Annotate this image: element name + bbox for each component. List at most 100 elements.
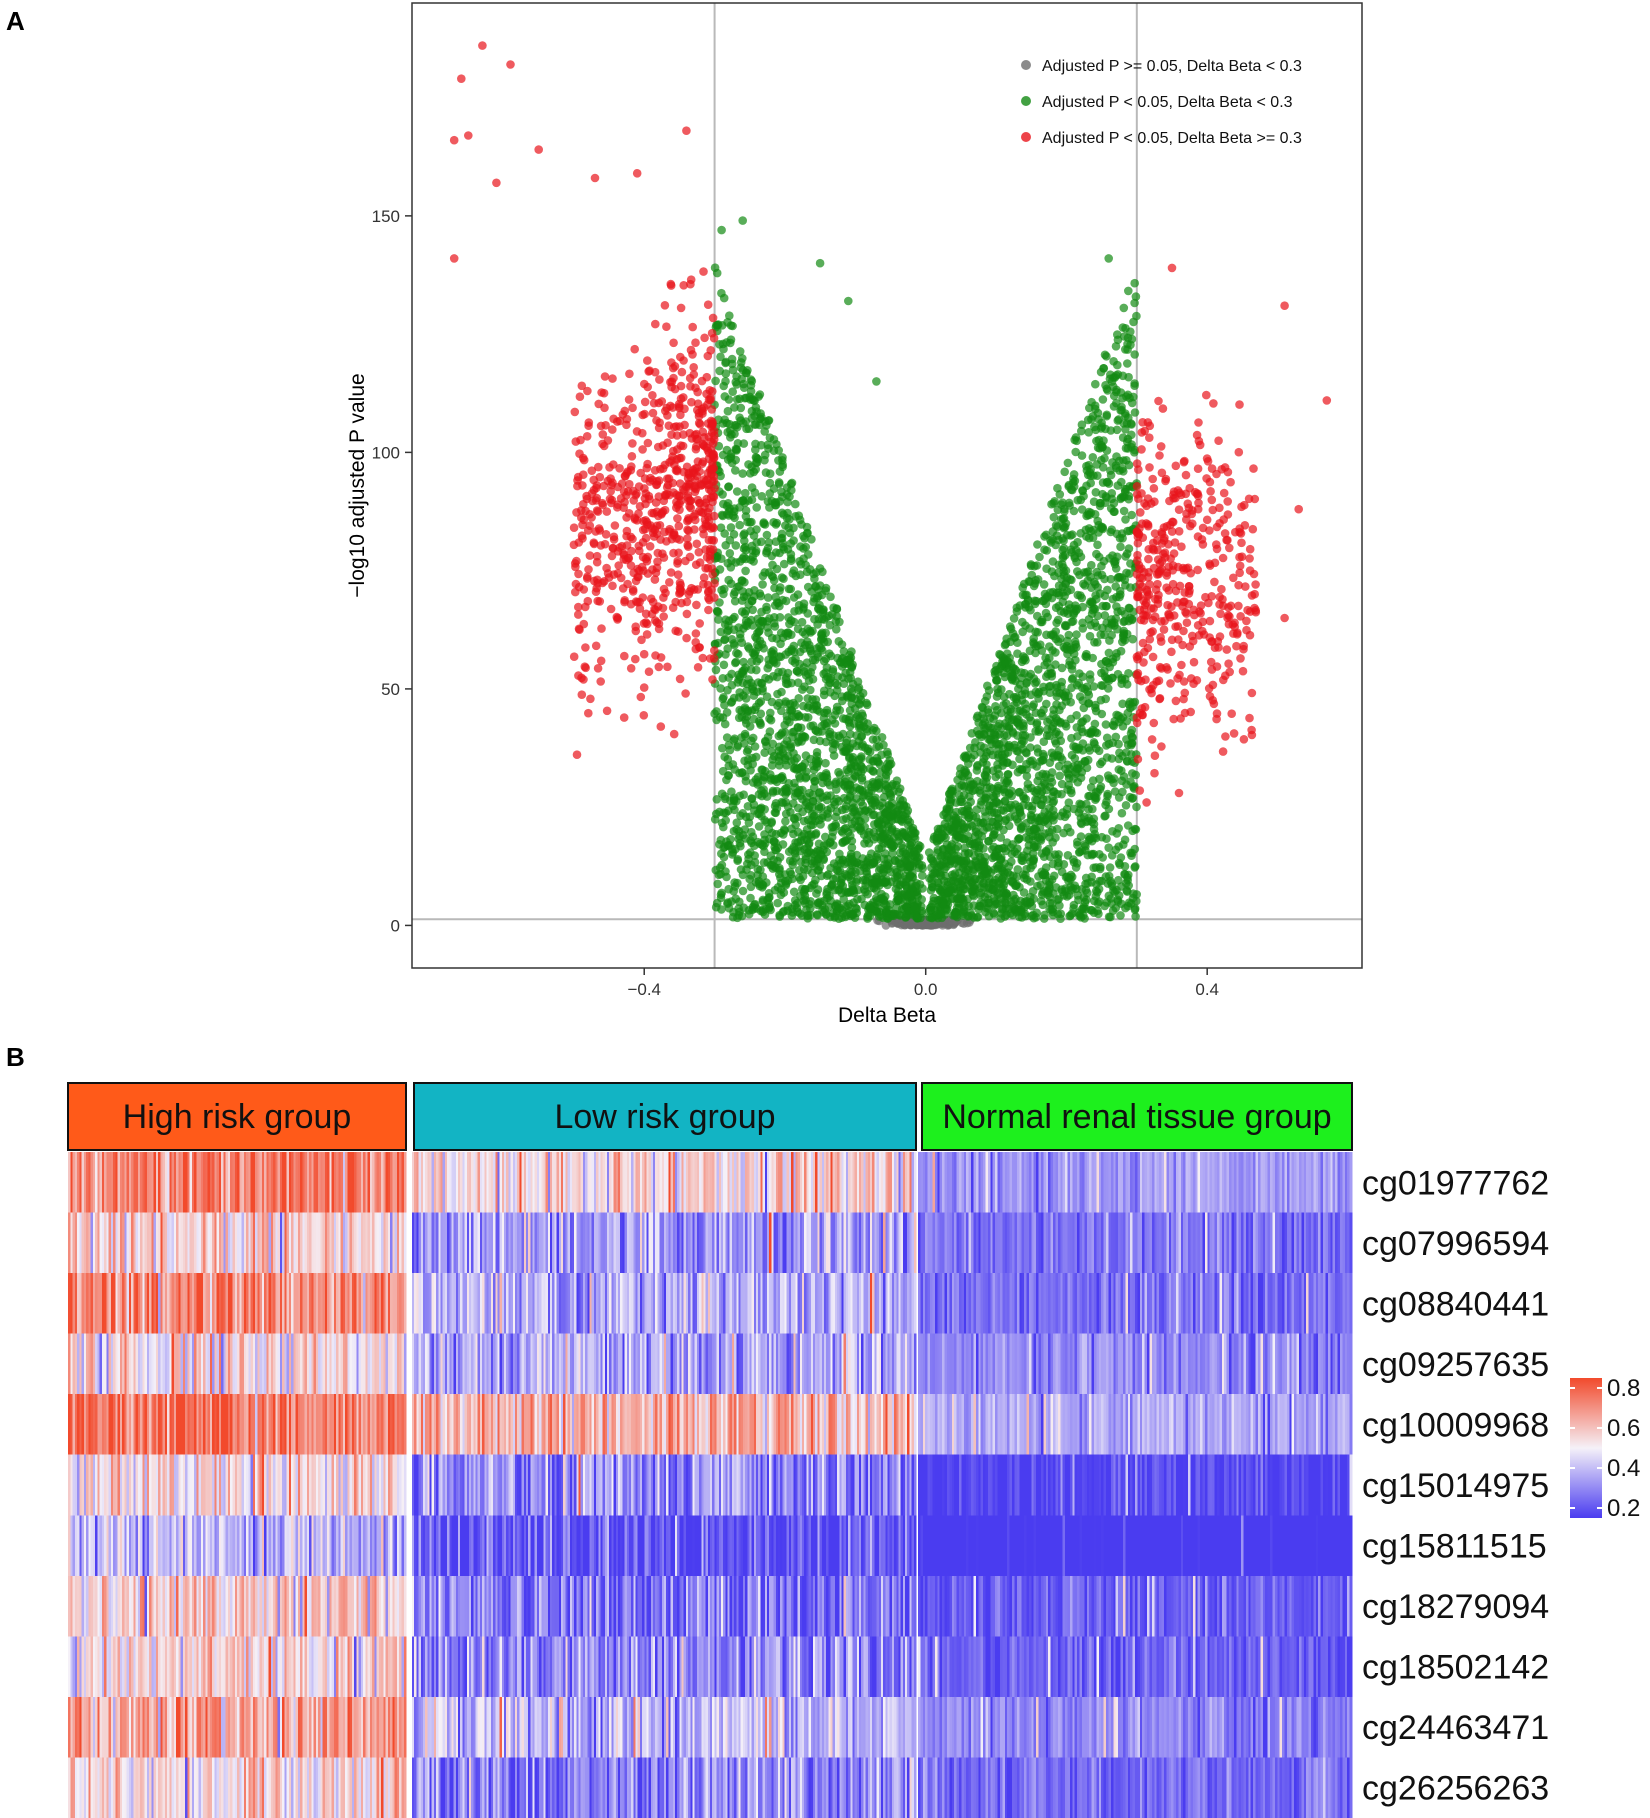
point-green [781, 817, 790, 826]
point-green [725, 311, 734, 321]
point-grey [959, 919, 969, 928]
point-green [1106, 426, 1116, 435]
point-green [948, 826, 958, 835]
point-green [738, 886, 748, 896]
point-green [937, 851, 947, 860]
point-green [1076, 591, 1085, 600]
point-green [839, 793, 849, 803]
point-green [881, 774, 891, 783]
point-red [1221, 732, 1230, 741]
point-green [765, 714, 774, 723]
point-green [712, 268, 722, 278]
point-green [812, 762, 822, 772]
point-green [747, 596, 757, 606]
point-green [757, 616, 766, 626]
point-green [717, 554, 726, 563]
point-green [933, 824, 943, 834]
point-green [1040, 807, 1050, 817]
point-green [804, 838, 814, 848]
point-green [720, 620, 730, 629]
point-green [722, 775, 731, 785]
point-red [682, 633, 691, 643]
point-green [754, 879, 764, 888]
point-green [991, 702, 1000, 711]
point-green [757, 537, 766, 547]
point-green [763, 593, 773, 602]
point-green [811, 695, 821, 704]
point-green [1064, 630, 1074, 640]
point-green [874, 742, 884, 751]
point-green [734, 693, 744, 702]
point-green [967, 729, 977, 738]
point-green [720, 392, 730, 401]
point-red [1194, 418, 1203, 427]
point-green [871, 878, 880, 887]
point-green [724, 884, 733, 894]
point-green [768, 786, 778, 796]
point-green [1105, 554, 1114, 563]
point-green [1039, 682, 1048, 692]
point-green [989, 910, 999, 919]
point-green [1077, 420, 1087, 430]
point-green [876, 910, 885, 920]
point-green [741, 606, 751, 616]
point-red [1144, 554, 1153, 564]
point-green [966, 908, 975, 918]
point-green [1008, 840, 1017, 849]
point-green [740, 393, 750, 403]
point-green [759, 841, 768, 851]
point-green [824, 680, 833, 690]
point-green [716, 684, 725, 693]
point-green [789, 727, 799, 736]
point-green [786, 584, 795, 594]
point-green [731, 657, 741, 667]
point-green [722, 445, 732, 455]
point-green [795, 909, 805, 918]
point-green [843, 858, 852, 867]
point-green [1063, 785, 1072, 794]
point-green [1095, 498, 1105, 508]
point-green [1014, 834, 1024, 844]
point-green [1093, 611, 1103, 621]
point-green [1079, 893, 1089, 902]
point-green [767, 860, 776, 870]
point-green [834, 767, 843, 777]
point-green [1094, 884, 1104, 894]
point-green [946, 846, 956, 855]
point-green [1010, 633, 1019, 642]
point-green [739, 439, 749, 448]
point-green [1111, 371, 1121, 380]
point-green [832, 899, 842, 908]
point-green [1130, 905, 1140, 915]
point-green [1059, 571, 1069, 580]
point-green [777, 573, 787, 582]
point-green [1127, 732, 1137, 742]
point-green [813, 900, 822, 910]
point-green [1038, 870, 1048, 879]
point-green [748, 759, 757, 769]
point-green [717, 288, 726, 298]
point-green [895, 848, 905, 858]
point-red [1181, 470, 1191, 480]
point-green [1074, 848, 1084, 857]
point-green [1084, 805, 1093, 814]
point-green [742, 424, 751, 434]
point-green [1114, 717, 1124, 727]
point-red [708, 675, 717, 684]
point-green [798, 785, 807, 795]
point-green [1019, 888, 1029, 897]
point-green [979, 844, 988, 853]
point-green [741, 554, 751, 564]
point-green [1098, 601, 1107, 611]
point-green [711, 665, 721, 675]
point-green [963, 894, 972, 904]
point-green [830, 885, 840, 895]
point-red [1189, 657, 1199, 667]
point-red [624, 395, 634, 404]
point-green [1009, 614, 1019, 623]
point-green [875, 760, 885, 769]
point-green [1033, 785, 1042, 795]
point-green [1091, 833, 1101, 843]
point-green [732, 818, 742, 827]
point-green [910, 904, 920, 913]
